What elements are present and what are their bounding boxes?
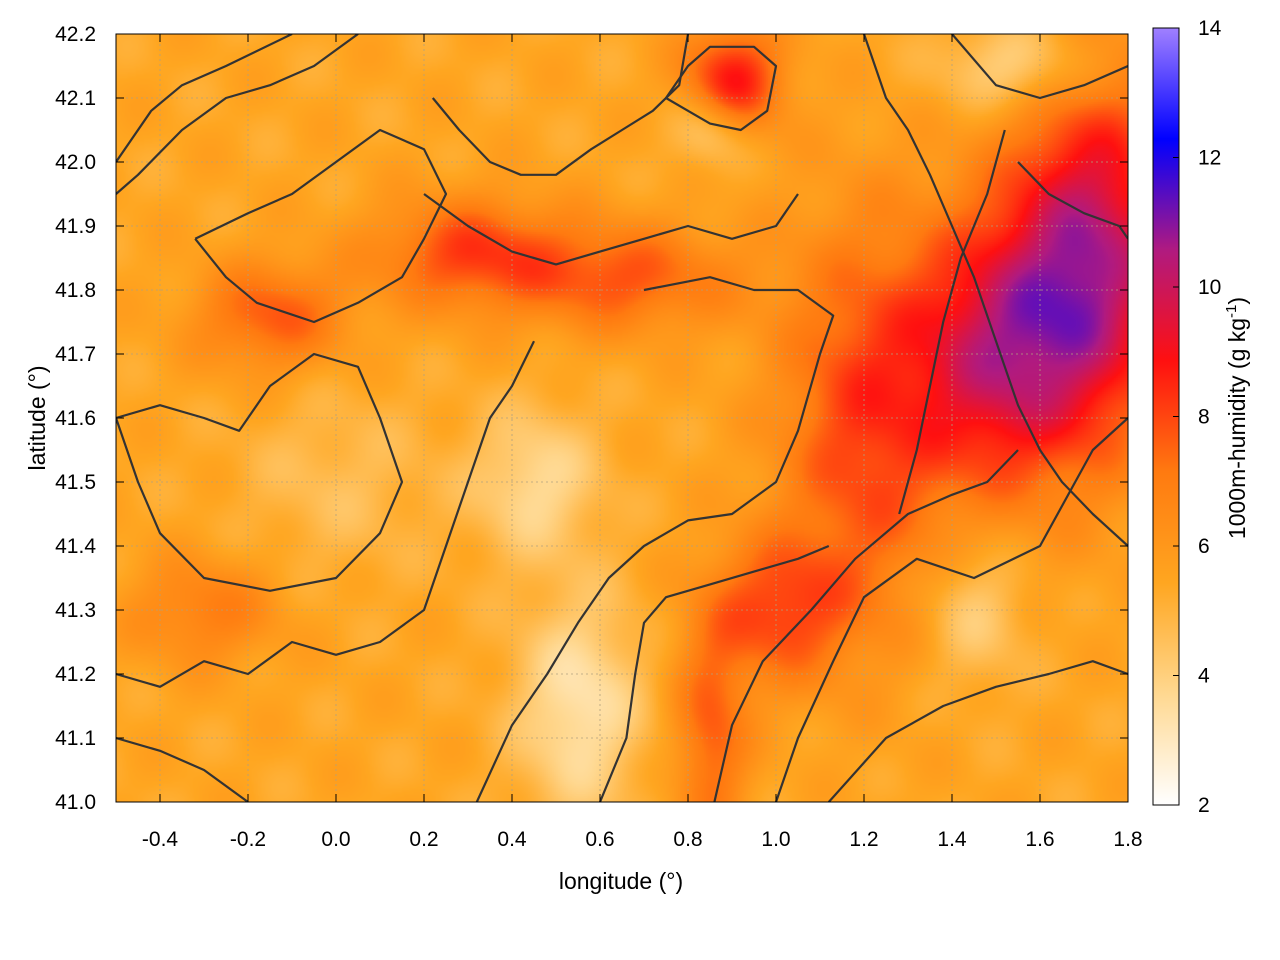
contour-line: [827, 660, 1128, 802]
contour-line: [116, 34, 293, 163]
x-tick-label: 0.4: [497, 828, 527, 851]
contour-line: [951, 34, 1128, 100]
y-axis-title: latitude (°): [24, 365, 50, 470]
colorbar-title: 1000m-humidity (g kg-1): [1223, 297, 1250, 539]
plot-area: [115, 33, 1129, 803]
colorbar-tick-label: 8: [1198, 406, 1210, 429]
colorbar-tick-label: 10: [1198, 276, 1221, 299]
x-tick-label: 1.0: [761, 828, 790, 851]
x-axis-ticks: -0.4 -0.2 0.0 0.2 0.4 0.6 0.8 1.0 1.2 1.4 1.6 1.8: [142, 34, 1143, 851]
x-tick-label: 1.8: [1113, 828, 1142, 851]
y-axis-ticks: 41.0 41.1 41.2 41.3 41.4 41.5 41.6 41.7 41.8 41.9…: [55, 23, 1128, 814]
colorbar-ticks: 2 4 6 8 10 12 14: [1173, 17, 1222, 817]
colorbar-title-main: 1000m-humidity (g kg: [1224, 318, 1250, 539]
contour-line: [898, 129, 1006, 515]
y-tick-label: 42.1: [55, 87, 96, 110]
x-tick-label: 1.4: [937, 828, 967, 851]
x-tick-label: -0.2: [230, 828, 266, 851]
y-tick-label: 41.9: [55, 215, 96, 238]
contour-lines: [116, 34, 1128, 802]
grid-lines: [116, 34, 1128, 802]
x-tick-label: 1.6: [1025, 828, 1054, 851]
contour-line: [116, 340, 535, 688]
contour-line: [116, 34, 359, 195]
x-tick-label: -0.4: [142, 828, 179, 851]
y-tick-label: 41.3: [55, 599, 96, 622]
y-tick-label: 41.4: [55, 535, 96, 558]
contour-line: [774, 417, 1128, 802]
x-tick-label: 0.0: [321, 828, 350, 851]
y-tick-label: 41.8: [55, 279, 96, 302]
colorbar-tick-label: 4: [1198, 665, 1210, 688]
contour-line: [598, 544, 830, 802]
y-tick-label: 41.2: [55, 663, 96, 686]
x-tick-label: 0.8: [673, 828, 702, 851]
y-tick-label: 41.7: [55, 343, 96, 366]
colorbar-title-end: ): [1224, 297, 1250, 305]
colorbar-tick-label: 2: [1198, 794, 1210, 817]
contour-line: [665, 45, 778, 132]
y-tick-label: 42.2: [55, 23, 96, 46]
contour-line: [194, 128, 448, 324]
x-tick-label: 0.6: [585, 828, 614, 851]
x-tick-label: 0.2: [409, 828, 438, 851]
contour-line: [423, 193, 799, 266]
contour-line: [475, 276, 835, 802]
colorbar-tick-label: 12: [1198, 147, 1221, 170]
contour-line: [116, 736, 249, 802]
y-tick-label: 41.6: [55, 407, 96, 430]
contour-line: [1017, 161, 1128, 240]
y-tick-label: 41.1: [55, 727, 96, 750]
y-tick-label: 41.0: [55, 791, 96, 814]
x-tick-label: 1.2: [849, 828, 878, 851]
colorbar-title-superscript: -1: [1223, 305, 1240, 318]
y-tick-label: 41.5: [55, 471, 96, 494]
contour-line: [116, 352, 404, 592]
contour-line: [862, 34, 1128, 547]
colorbar-tick-label: 14: [1198, 17, 1222, 40]
contour-line: [713, 449, 1019, 802]
x-axis-title: longitude (°): [559, 868, 683, 894]
y-tick-label: 42.0: [55, 151, 96, 174]
colorbar-tick-label: 6: [1198, 535, 1210, 558]
colorbar: 2 4 6 8 10 12 14 1000m-humidity (g kg-1): [1152, 17, 1250, 817]
